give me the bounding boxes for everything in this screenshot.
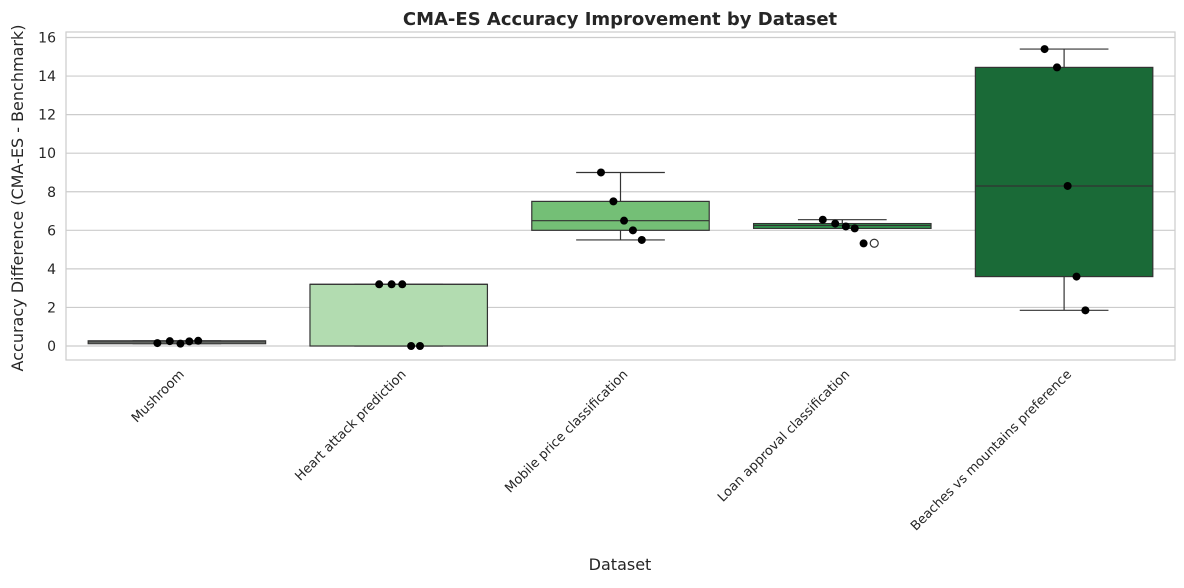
data-point: [176, 339, 185, 348]
data-point: [818, 215, 827, 224]
data-point: [1053, 63, 1062, 72]
box-2: [309, 283, 489, 347]
data-point: [1072, 272, 1081, 281]
data-point: [609, 197, 618, 206]
x-tick-labels: Mushroom Heart attack prediction Mobile pr…: [129, 367, 1075, 534]
data-point: [841, 222, 850, 231]
data-point: [596, 168, 605, 177]
box-body: [309, 283, 489, 347]
x-tick-label: Heart attack prediction: [293, 367, 410, 484]
x-axis-label: Dataset: [589, 555, 652, 574]
box-5: [974, 48, 1154, 311]
data-point: [1063, 181, 1072, 190]
data-point: [407, 342, 416, 350]
y-axis-label: Accuracy Difference (CMA-ES - Benchmark): [8, 25, 27, 372]
y-tick-label: 12: [38, 108, 56, 124]
y-tick-label: 8: [47, 185, 56, 201]
chart-title: CMA-ES Accuracy Improvement by Dataset: [403, 9, 838, 30]
box-body: [531, 200, 710, 231]
y-tick-label: 2: [47, 300, 56, 316]
y-tick-label: 6: [47, 223, 56, 239]
box-body: [974, 66, 1154, 278]
outlier-marker: [869, 238, 879, 248]
data-point: [165, 337, 174, 346]
x-tick-label: Mobile price classification: [502, 367, 631, 496]
data-point: [153, 339, 162, 348]
data-point: [850, 224, 859, 233]
data-point: [620, 216, 629, 225]
data-points: [153, 45, 1090, 350]
data-point: [628, 226, 637, 235]
y-tick-label: 4: [47, 262, 56, 278]
y-tick-label: 16: [38, 31, 56, 47]
y-tick-label: 0: [47, 339, 56, 355]
data-point: [831, 219, 840, 228]
data-point: [194, 336, 203, 345]
data-point: [185, 337, 194, 346]
data-point: [375, 280, 384, 289]
y-tick-label: 10: [38, 146, 56, 162]
data-point: [387, 280, 396, 289]
data-point: [1040, 45, 1049, 54]
data-point: [1081, 306, 1090, 315]
x-tick-label: Beaches vs mountains preference: [908, 367, 1075, 534]
data-point: [415, 342, 424, 350]
data-point: [637, 235, 646, 244]
data-point: [398, 280, 407, 289]
x-tick-label: Loan approval classification: [715, 367, 853, 505]
x-tick-label: Mushroom: [129, 367, 188, 426]
data-point: [859, 239, 868, 248]
y-tick-labels: 0 2 4 6 8 10 12 14 16: [38, 31, 56, 356]
y-tick-label: 14: [38, 69, 56, 85]
box-3: [531, 171, 710, 241]
